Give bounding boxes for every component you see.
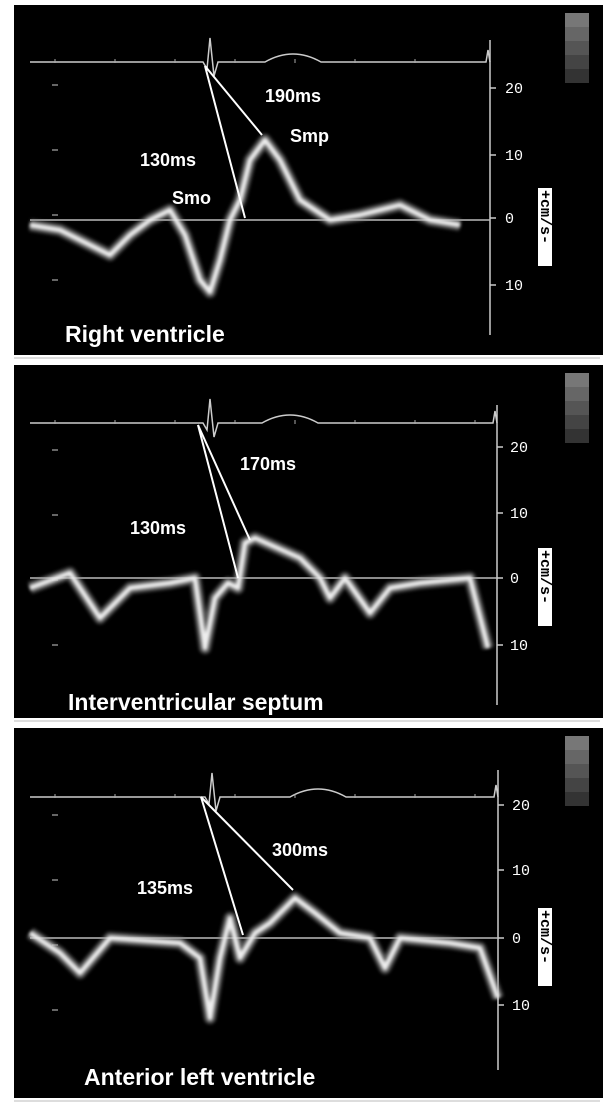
gray-scale-bar bbox=[565, 429, 589, 443]
unit-background bbox=[538, 908, 552, 986]
scale-label: 10 bbox=[510, 638, 528, 655]
scale-label: 10 bbox=[512, 863, 530, 880]
scale-label: 10 bbox=[505, 148, 523, 165]
scale-label: 0 bbox=[510, 571, 519, 588]
doppler-trace bbox=[29, 535, 491, 651]
gray-scale-bar bbox=[565, 415, 589, 429]
gray-scale-bar bbox=[565, 401, 589, 415]
panel: 20 10 0 10 +cm/s- 170ms 130ms Interventricular … bbox=[14, 365, 603, 722]
panel: 20 10 0 10 +cm/s- 300ms 135ms Anterior left ven… bbox=[14, 728, 603, 1102]
gray-scale-bar bbox=[565, 750, 589, 764]
measurement-line bbox=[204, 65, 263, 136]
measurement-line bbox=[197, 424, 251, 541]
gray-scale-bar bbox=[565, 69, 589, 83]
annotation: 300ms bbox=[272, 840, 328, 860]
unit-label: +cm/s- bbox=[536, 190, 553, 244]
annotation: 130ms bbox=[140, 150, 196, 170]
measurement-line bbox=[197, 424, 239, 579]
panel: 20 10 0 10 +cm/s- 190ms Smp 130ms Smo Right ventr… bbox=[14, 5, 603, 359]
gray-scale-bar bbox=[565, 387, 589, 401]
measurement-line bbox=[204, 65, 246, 219]
panel-title: Right ventricle bbox=[65, 321, 225, 347]
scale-label: 0 bbox=[505, 211, 514, 228]
annotation: 135ms bbox=[137, 878, 193, 898]
panel-title: Anterior left ventricle bbox=[84, 1064, 315, 1090]
ecg-trace bbox=[30, 772, 499, 812]
gray-scale-bar bbox=[565, 27, 589, 41]
ecg-trace bbox=[30, 37, 491, 77]
gray-scale-bar bbox=[565, 373, 589, 387]
gray-scale-bar bbox=[565, 41, 589, 55]
scale-label: 10 bbox=[505, 278, 523, 295]
doppler-trace bbox=[29, 137, 461, 295]
gray-scale-bar bbox=[565, 792, 589, 806]
scale-label: 20 bbox=[510, 440, 528, 457]
unit-background bbox=[538, 188, 552, 266]
measurement-line bbox=[200, 796, 244, 936]
scale-label: 10 bbox=[512, 998, 530, 1015]
unit-label: +cm/s- bbox=[536, 550, 553, 604]
annotation: Smo bbox=[172, 188, 211, 208]
annotation: Smp bbox=[290, 126, 329, 146]
unit-background bbox=[538, 548, 552, 626]
gray-scale-bar bbox=[565, 13, 589, 27]
scale-label: 20 bbox=[505, 81, 523, 98]
annotation: 170ms bbox=[240, 454, 296, 474]
ecg-trace bbox=[30, 398, 498, 438]
panel-background bbox=[14, 365, 603, 718]
panel-title: Interventricular septum bbox=[68, 689, 324, 715]
panel-background bbox=[14, 5, 603, 355]
gray-scale-bar bbox=[565, 764, 589, 778]
gray-scale-bar bbox=[565, 736, 589, 750]
gray-scale-bar bbox=[565, 55, 589, 69]
measurement-line bbox=[200, 796, 294, 891]
doppler-trace bbox=[28, 895, 501, 1021]
annotation: 190ms bbox=[265, 86, 321, 106]
unit-label: +cm/s- bbox=[536, 910, 553, 964]
scale-label: 0 bbox=[512, 931, 521, 948]
gray-scale-bar bbox=[565, 778, 589, 792]
annotation: 130ms bbox=[130, 518, 186, 538]
scale-label: 10 bbox=[510, 506, 528, 523]
scale-label: 20 bbox=[512, 798, 530, 815]
